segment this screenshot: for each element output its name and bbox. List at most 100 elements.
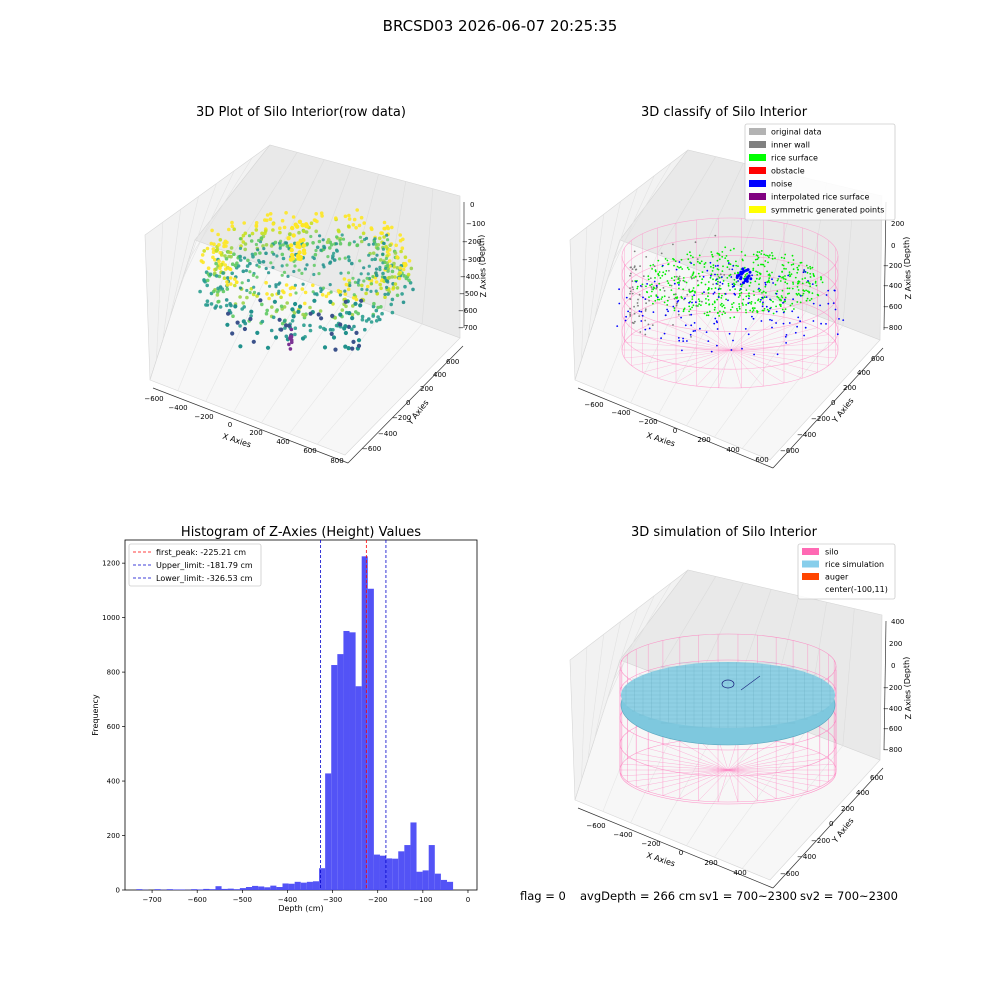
data-point (346, 255, 351, 259)
data-point (654, 277, 656, 279)
histogram-bar (233, 889, 240, 890)
data-point (749, 309, 752, 312)
panel-raw-zlabel: Z Axies (Depth) (477, 235, 488, 298)
data-point (756, 251, 759, 253)
data-point (353, 301, 358, 306)
data-point (346, 324, 351, 329)
data-point (399, 249, 403, 254)
data-point (791, 287, 794, 290)
data-point (731, 306, 734, 308)
data-point (819, 304, 821, 307)
silo-floor-spoke (727, 744, 794, 771)
data-point (321, 263, 325, 267)
data-point (738, 289, 741, 292)
data-point (734, 293, 737, 296)
data-point (284, 334, 289, 339)
data-point (766, 254, 769, 257)
grid-line (205, 267, 271, 402)
data-point (400, 292, 404, 296)
data-point (637, 304, 639, 307)
data-point (745, 268, 748, 272)
data-point (777, 296, 780, 299)
data-point (225, 276, 230, 280)
data-point (672, 324, 674, 326)
data-point (289, 247, 294, 253)
data-point (814, 282, 817, 284)
data-point (226, 266, 230, 270)
histogram-bar (270, 885, 277, 890)
data-point (790, 264, 793, 266)
legend-text-lower-limit: Lower_limit: -326.53 cm (156, 574, 253, 583)
data-point (231, 314, 235, 319)
data-point (216, 286, 220, 291)
data-point (291, 215, 296, 219)
data-point (761, 309, 764, 312)
data-point (809, 272, 812, 275)
data-point (644, 310, 647, 312)
data-point (229, 303, 233, 308)
panel-simulation: 3D simulation of Silo Interior −600 −400… (569, 525, 913, 889)
data-point (737, 271, 739, 274)
data-point (202, 249, 206, 253)
x-tick: 200 (249, 429, 262, 437)
data-point (631, 292, 634, 295)
data-point (300, 336, 306, 341)
silo-floor-spoke (727, 741, 777, 771)
histogram-bar (386, 858, 393, 890)
data-point (297, 219, 303, 224)
data-point (257, 265, 261, 269)
data-point (719, 281, 722, 284)
data-point (350, 316, 355, 321)
legend-frame (797, 543, 896, 600)
data-point (716, 259, 719, 262)
data-point (379, 305, 383, 309)
footer-sv2: sv2 = 700~2300 (800, 889, 898, 903)
data-point (701, 271, 704, 273)
data-point (289, 256, 295, 261)
x-tick: 800 (330, 457, 343, 465)
data-point (326, 291, 331, 296)
data-point (689, 308, 692, 311)
data-point (751, 311, 754, 313)
data-point (354, 297, 359, 302)
data-point (326, 255, 330, 259)
data-point (248, 270, 252, 274)
data-point (279, 327, 284, 332)
data-point (372, 239, 376, 243)
data-point (249, 287, 254, 291)
data-point (789, 304, 792, 307)
legend-swatch (749, 180, 766, 187)
data-point (292, 269, 296, 274)
data-point (213, 271, 217, 276)
data-point (357, 283, 361, 287)
z-tick: 200 (891, 220, 904, 228)
data-point (726, 277, 729, 279)
grid-line (587, 634, 605, 761)
data-point (362, 221, 367, 225)
data-point (228, 267, 233, 272)
data-point (698, 300, 701, 303)
data-point (359, 215, 364, 220)
data-point (791, 302, 794, 305)
data-point (264, 243, 269, 247)
silo-floor-spoke (729, 341, 836, 351)
silo-floor-spoke (729, 321, 803, 351)
data-point (282, 225, 287, 230)
data-point (335, 235, 339, 239)
data-point (738, 305, 741, 308)
data-point (767, 280, 770, 283)
legend-swatch (802, 548, 819, 555)
data-point (230, 262, 235, 267)
data-point (752, 307, 754, 309)
data-point (722, 265, 724, 268)
data-point (639, 331, 642, 333)
data-point (241, 269, 246, 274)
data-point (802, 271, 805, 274)
data-point (255, 263, 259, 267)
data-point (314, 229, 319, 234)
data-point (395, 255, 399, 260)
data-point (351, 339, 356, 344)
silo-front-wall (619, 670, 837, 805)
data-point (781, 308, 784, 311)
grid-line (289, 309, 385, 434)
